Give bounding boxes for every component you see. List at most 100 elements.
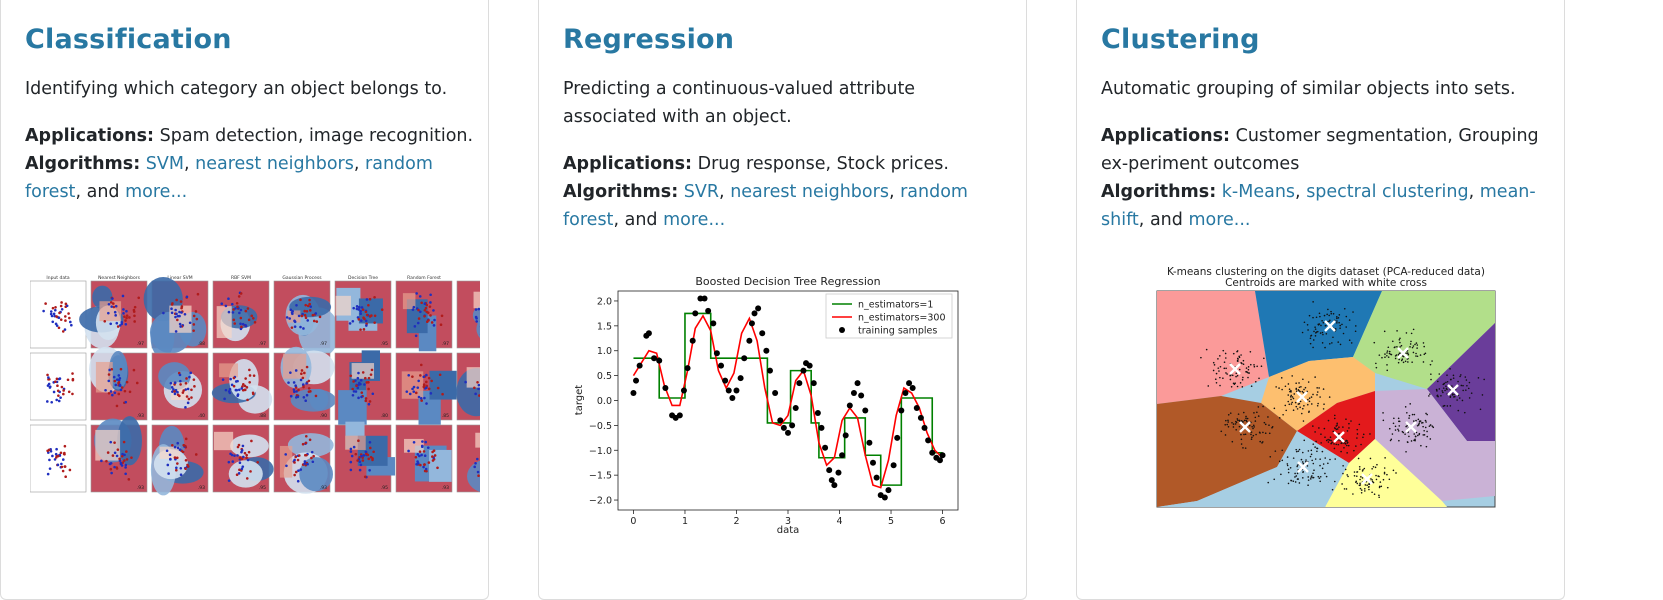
data-point: [1337, 341, 1339, 343]
data-point: [423, 315, 426, 318]
data-point: [1402, 431, 1404, 433]
data-point: [185, 459, 188, 462]
data-point: [128, 316, 131, 319]
algo-link-k-means[interactable]: k-Means: [1222, 182, 1295, 202]
data-point: [1259, 441, 1261, 443]
data-point: [473, 386, 476, 389]
card-title-regression[interactable]: Regression: [563, 24, 734, 55]
data-point: [415, 392, 418, 395]
data-point: [306, 310, 309, 313]
data-point: [433, 324, 436, 327]
data-point: [1360, 476, 1362, 478]
data-point: [1312, 394, 1314, 396]
data-point: [1292, 480, 1294, 482]
data-point: [241, 449, 244, 452]
algo-link-nearest-neighbors[interactable]: nearest neighbors: [195, 154, 354, 174]
decision-region: [283, 354, 306, 379]
data-point: [1345, 418, 1347, 420]
data-point: [1319, 316, 1321, 318]
training-sample-point: [918, 415, 924, 421]
data-point: [1295, 382, 1297, 384]
data-point: [1409, 346, 1411, 348]
training-sample-point: [763, 348, 769, 354]
data-point: [1358, 458, 1360, 460]
data-point: [1295, 406, 1297, 408]
data-point: [1398, 430, 1400, 432]
data-point: [1313, 469, 1315, 471]
training-sample-point: [835, 470, 841, 476]
algo-link-svr[interactable]: SVR: [684, 182, 719, 202]
regression-chart[interactable]: Boosted Decision Tree Regression data ta…: [570, 272, 960, 537]
classifier-panel: .93: [396, 425, 452, 492]
algorithms-label: Algorithms:: [1101, 182, 1216, 202]
data-point: [1359, 483, 1361, 485]
algo-link-spectral-clustering[interactable]: spectral clustering: [1306, 182, 1468, 202]
data-point: [1362, 469, 1364, 471]
data-point: [1356, 483, 1358, 485]
data-point: [1317, 403, 1319, 405]
clustering-figure[interactable]: K-means clustering on the digits dataset…: [1150, 264, 1502, 514]
data-point: [1322, 451, 1324, 453]
data-point: [1376, 367, 1378, 369]
card-title-classification[interactable]: Classification: [25, 24, 232, 55]
data-point: [1341, 324, 1343, 326]
data-point: [1294, 476, 1296, 478]
data-point: [305, 382, 308, 385]
x-tick-label: 0: [630, 516, 636, 527]
score-label: .80: [381, 413, 388, 419]
data-point: [1281, 449, 1283, 451]
data-point: [1231, 422, 1233, 424]
data-point: [1262, 406, 1264, 408]
data-point: [55, 453, 58, 456]
data-point: [1261, 365, 1263, 367]
data-point: [229, 378, 232, 381]
data-point: [1281, 389, 1283, 391]
data-point: [310, 457, 313, 460]
data-point: [1295, 388, 1297, 390]
data-point: [1384, 356, 1386, 358]
data-point: [62, 470, 65, 473]
data-point: [302, 443, 305, 446]
separator: ,: [719, 182, 725, 202]
algo-link-svm[interactable]: SVM: [146, 154, 184, 174]
data-point: [1416, 344, 1418, 346]
card-title-clustering[interactable]: Clustering: [1101, 24, 1260, 55]
more-link[interactable]: more...: [663, 210, 725, 230]
score-label: .97: [442, 341, 449, 347]
data-point: [1396, 330, 1398, 332]
data-point: [1316, 387, 1318, 389]
data-point: [232, 319, 235, 322]
algo-link-nearest-neighbors[interactable]: nearest neighbors: [730, 182, 889, 202]
more-link[interactable]: more...: [125, 182, 187, 202]
data-point: [364, 400, 367, 403]
data-point: [419, 450, 422, 453]
y-tick-label: 0.0: [597, 396, 612, 407]
data-point: [423, 450, 426, 453]
column-title: Gaussian Process: [282, 275, 322, 281]
data-point: [1312, 425, 1314, 427]
data-point: [175, 466, 178, 469]
training-sample-point: [822, 445, 828, 451]
data-point: [1371, 479, 1373, 481]
data-point: [1408, 354, 1410, 356]
data-point: [223, 398, 226, 401]
decision-region: [169, 306, 191, 333]
data-point: [1334, 427, 1336, 429]
data-point: [1413, 345, 1415, 347]
data-point: [108, 373, 111, 376]
data-point: [117, 393, 120, 396]
more-link[interactable]: more...: [1188, 210, 1250, 230]
data-point: [353, 390, 356, 393]
data-point: [1355, 325, 1357, 327]
data-point: [179, 380, 182, 383]
data-point: [1227, 421, 1229, 423]
data-point: [441, 393, 444, 396]
data-point: [291, 311, 294, 314]
data-point: [1355, 481, 1357, 483]
data-point: [1483, 379, 1485, 381]
data-point: [290, 395, 293, 398]
data-point: [1273, 478, 1275, 480]
data-point: [1311, 335, 1313, 337]
data-point: [297, 396, 300, 399]
